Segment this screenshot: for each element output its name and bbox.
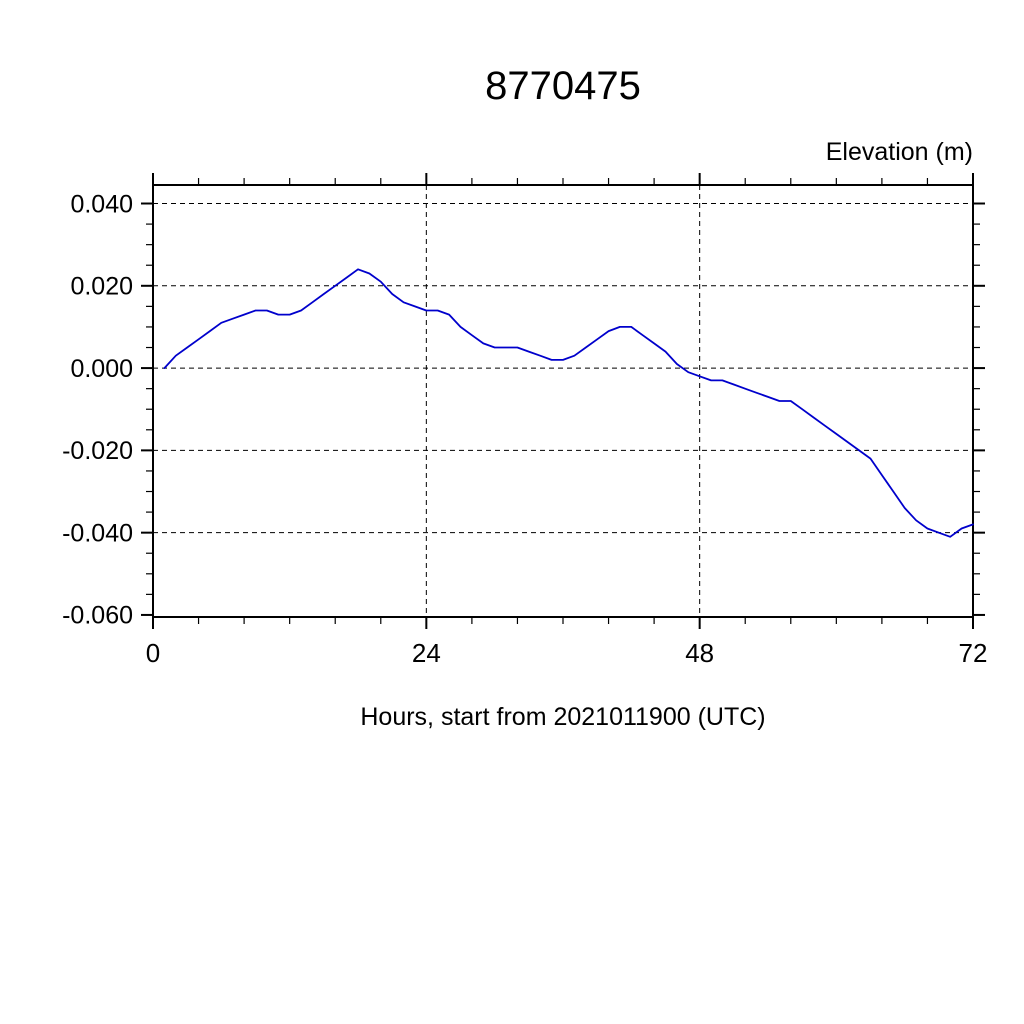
y-tick-label: 0.000 [70,355,133,383]
y-axis-title: Elevation (m) [825,138,973,166]
elevation-line [163,268,974,538]
y-tick-label: -0.020 [62,437,133,465]
plot-area: 0.040 0.020 0.000 -0.020 -0.040 -0.060 0 24 48 72 [62,173,988,668]
y-tick-label: -0.040 [62,519,133,547]
x-tick-label: 48 [685,638,714,668]
x-tick-label: 24 [412,638,441,668]
plot-border [152,184,974,618]
chart-title: 8770475 [485,64,641,108]
x-tick-label: 0 [146,638,160,668]
x-axis-label: Hours, start from 2021011900 (UTC) [360,703,766,731]
y-tick-label: 0.040 [70,190,133,218]
y-tick-label: 0.020 [70,273,133,301]
x-tick-label: 72 [959,638,988,668]
y-tick-label: -0.060 [62,602,133,630]
